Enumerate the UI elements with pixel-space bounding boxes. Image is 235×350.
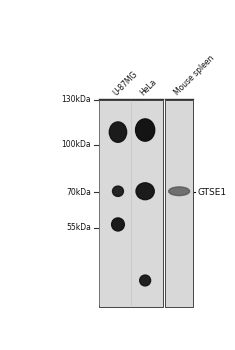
- Bar: [99, 101, 162, 306]
- Ellipse shape: [169, 187, 190, 196]
- Text: Mouse spleen: Mouse spleen: [173, 54, 216, 97]
- Text: 55kDa: 55kDa: [67, 223, 91, 232]
- Text: 70kDa: 70kDa: [67, 188, 91, 197]
- Text: HeLa: HeLa: [139, 77, 159, 97]
- Text: 100kDa: 100kDa: [62, 140, 91, 149]
- Bar: [99, 100, 163, 307]
- Ellipse shape: [136, 183, 154, 200]
- Ellipse shape: [113, 186, 123, 196]
- Text: U-87MG: U-87MG: [112, 69, 139, 97]
- Ellipse shape: [112, 218, 124, 231]
- Bar: [165, 100, 193, 307]
- Ellipse shape: [136, 119, 155, 141]
- Text: GTSE1: GTSE1: [197, 188, 226, 197]
- Ellipse shape: [109, 122, 127, 142]
- Ellipse shape: [140, 275, 151, 286]
- Text: 130kDa: 130kDa: [62, 96, 91, 104]
